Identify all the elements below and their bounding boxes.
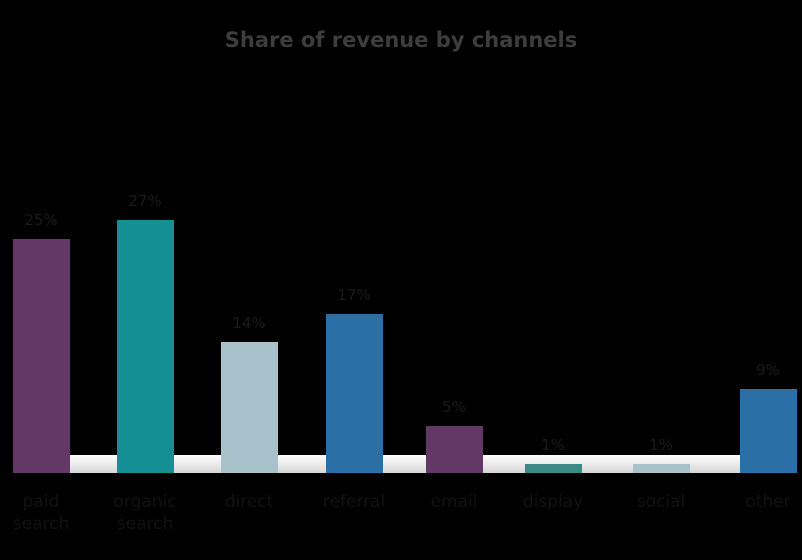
category-label: referral [322, 492, 386, 512]
chart-title: Share of revenue by channels [224, 28, 578, 52]
value-label: 9% [756, 361, 780, 379]
bar-referral [326, 314, 383, 473]
value-label: 27% [128, 192, 162, 210]
bar-email [426, 426, 483, 473]
value-label: 25% [24, 211, 58, 229]
bar-display [525, 464, 582, 473]
value-label: 5% [442, 398, 466, 416]
value-label: 14% [232, 314, 266, 332]
bar-organic-search [117, 220, 174, 473]
bar-paid-search [13, 239, 70, 473]
bar-direct [221, 342, 278, 473]
bar-other [740, 389, 797, 473]
category-label: direct [224, 492, 274, 512]
category-label: display [522, 492, 584, 512]
value-label: 17% [337, 286, 371, 304]
category-label: email [430, 492, 478, 512]
category-label: social [636, 492, 686, 512]
category-label: paid search [12, 492, 70, 534]
value-label: 1% [649, 436, 673, 454]
bar-social [633, 464, 690, 473]
value-label: 1% [541, 436, 565, 454]
category-label: other [745, 492, 791, 512]
category-label: organic search [113, 492, 177, 534]
